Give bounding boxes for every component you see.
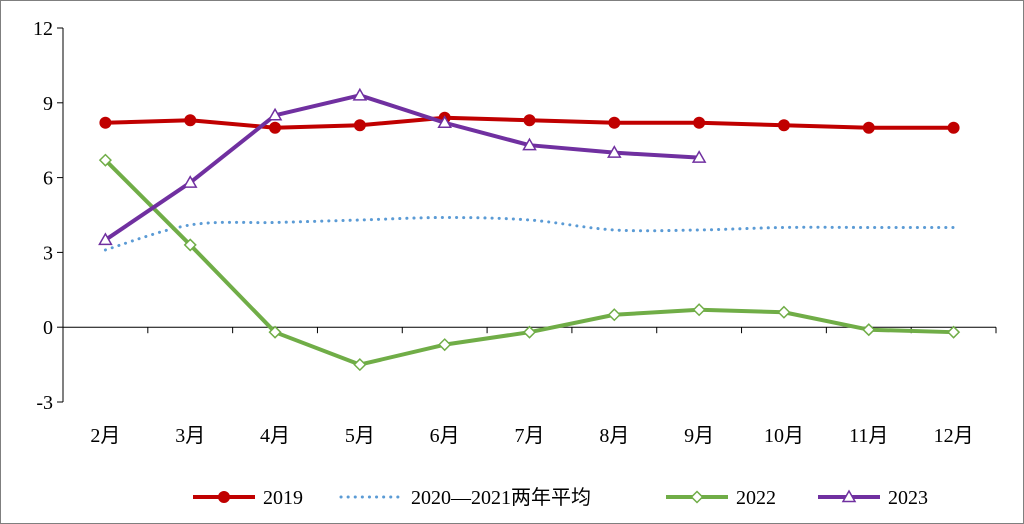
y-tick-label: 9 — [43, 93, 53, 115]
data-point — [268, 325, 282, 339]
series-2 — [98, 153, 961, 372]
series-layer — [98, 87, 961, 372]
data-point — [692, 303, 706, 317]
data-point — [437, 115, 452, 128]
series-line — [104, 93, 700, 242]
legend-marker — [690, 490, 704, 504]
legend-label: 2019 — [263, 487, 303, 509]
legend-item-2: 2022 — [666, 487, 776, 509]
series-line — [103, 215, 956, 252]
x-tick-label: 9月 — [684, 425, 714, 447]
data-point — [947, 121, 960, 134]
y-tick-label: 3 — [43, 242, 53, 264]
legend-item-3: 2023 — [818, 487, 928, 509]
legend-label: 2023 — [888, 487, 928, 509]
data-point — [607, 308, 621, 322]
data-point — [269, 121, 282, 134]
data-point — [522, 137, 537, 151]
x-tick-label: 7月 — [515, 425, 545, 447]
data-point — [777, 305, 791, 319]
data-point — [182, 175, 198, 188]
data-point — [438, 338, 452, 352]
data-point — [353, 119, 366, 132]
data-point — [99, 116, 112, 129]
legend-label: 2020—2021两年平均 — [411, 486, 591, 509]
series-1 — [103, 215, 956, 252]
data-point — [267, 107, 283, 121]
y-tick-label: 6 — [43, 168, 53, 190]
x-tick-label: 10月 — [764, 425, 804, 447]
data-point — [693, 116, 706, 129]
data-point — [352, 87, 368, 101]
x-tick-label: 2月 — [90, 425, 120, 447]
legend-item-0: 2019 — [193, 487, 303, 509]
x-tick-label: 5月 — [345, 425, 375, 447]
x-tick-label: 3月 — [175, 425, 205, 447]
y-tick-label: 0 — [43, 317, 53, 339]
data-point — [523, 114, 536, 127]
series-3 — [98, 87, 707, 246]
y-tick-label: -3 — [36, 392, 53, 414]
data-point — [862, 323, 876, 337]
data-point — [98, 232, 113, 246]
y-tick-label: 12 — [33, 18, 53, 40]
data-point — [184, 114, 197, 127]
data-point — [98, 153, 112, 167]
data-point — [691, 150, 707, 163]
data-point — [608, 116, 621, 129]
data-point — [777, 119, 790, 132]
legend: 2019 2020—2021两年平均 2022 2023 — [193, 486, 928, 509]
data-point — [862, 121, 875, 134]
data-point — [522, 325, 537, 339]
data-point — [353, 358, 367, 372]
legend-label: 2022 — [736, 487, 776, 509]
legend-marker — [841, 489, 857, 503]
x-tick-label: 8月 — [599, 425, 629, 447]
series-0 — [99, 111, 960, 134]
x-tick-label: 6月 — [430, 425, 460, 447]
x-tick-label: 4月 — [260, 425, 290, 447]
x-tick-label: 11月 — [849, 425, 888, 447]
legend-item-1: 2020—2021两年平均 — [339, 486, 591, 509]
data-point — [947, 325, 961, 339]
data-point — [607, 145, 622, 158]
data-point — [183, 238, 197, 252]
x-tick-label: 12月 — [934, 425, 974, 447]
legend-marker — [218, 491, 230, 503]
